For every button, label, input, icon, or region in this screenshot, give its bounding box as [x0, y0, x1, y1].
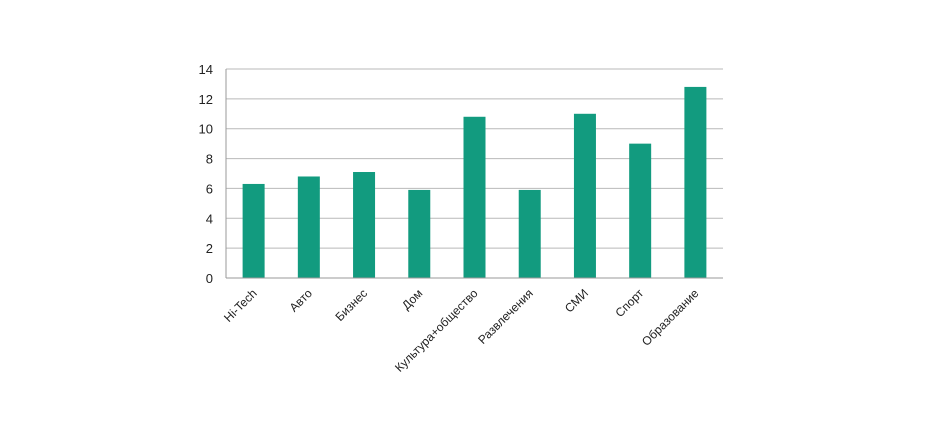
x-tick-label: Авто [287, 286, 316, 315]
y-tick-label: 4 [206, 211, 213, 226]
y-tick-label: 12 [199, 92, 213, 107]
x-tick-label: Бизнес [332, 286, 370, 324]
y-tick-label: 14 [199, 62, 213, 77]
axes [225, 69, 723, 279]
bar [408, 189, 431, 278]
bar [629, 143, 652, 278]
bar [242, 183, 265, 278]
y-tick-label: 6 [206, 181, 213, 196]
bars [242, 86, 707, 279]
x-tick-label: Образование [639, 286, 702, 349]
x-tick-label: Развлечения [475, 286, 536, 347]
x-tick-labels: Hi-Tech Авто Бизнес ДомКультура+обществоРаз… [221, 286, 702, 375]
bar [297, 176, 320, 278]
x-tick-label: СМИ [562, 286, 591, 315]
x-tick-label: Дом [399, 286, 425, 312]
y-tick-label: 10 [199, 122, 213, 137]
bar [684, 86, 707, 279]
bar [463, 116, 486, 279]
y-tick-label: 2 [206, 241, 213, 256]
y-tick-label: 0 [206, 271, 213, 286]
y-tick-label: 8 [206, 152, 213, 167]
y-tick-labels: 0 2 4 6 8 10 12 14 [199, 62, 213, 286]
bar [518, 189, 541, 278]
bar [353, 172, 376, 278]
bar [573, 113, 596, 279]
x-tick-label: Hi-Tech [221, 286, 260, 325]
x-tick-label: Спорт [613, 286, 647, 320]
